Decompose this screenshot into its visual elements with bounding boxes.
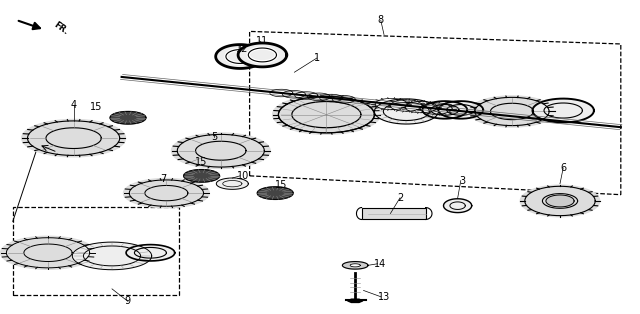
Polygon shape — [350, 264, 360, 267]
Bar — [362, 208, 426, 219]
Text: 15: 15 — [275, 180, 287, 190]
Polygon shape — [22, 120, 125, 157]
Polygon shape — [172, 133, 270, 168]
Polygon shape — [532, 99, 594, 122]
Text: 10: 10 — [237, 171, 249, 181]
Text: 15: 15 — [195, 157, 207, 167]
Polygon shape — [348, 299, 363, 302]
Polygon shape — [72, 242, 152, 270]
Text: 11: 11 — [256, 36, 268, 46]
Polygon shape — [216, 178, 248, 189]
Text: 7: 7 — [160, 174, 166, 184]
Polygon shape — [216, 45, 264, 68]
Text: 13: 13 — [378, 292, 390, 302]
Polygon shape — [1, 236, 95, 269]
Text: 5: 5 — [211, 132, 218, 142]
Polygon shape — [469, 96, 555, 127]
Text: FR.: FR. — [52, 20, 70, 36]
Text: 8: 8 — [378, 15, 384, 25]
Polygon shape — [278, 96, 374, 133]
Polygon shape — [257, 187, 293, 199]
Text: 15: 15 — [90, 102, 102, 112]
Polygon shape — [273, 95, 380, 134]
Polygon shape — [374, 99, 438, 124]
Polygon shape — [520, 185, 600, 217]
Polygon shape — [546, 195, 574, 207]
Text: 3: 3 — [460, 176, 466, 186]
Polygon shape — [110, 111, 146, 124]
Text: 2: 2 — [397, 193, 403, 203]
Polygon shape — [184, 170, 220, 182]
Polygon shape — [238, 43, 287, 67]
Polygon shape — [126, 245, 175, 261]
Polygon shape — [444, 199, 472, 213]
Polygon shape — [124, 179, 209, 208]
Text: 1: 1 — [314, 53, 320, 63]
Text: 4: 4 — [70, 100, 77, 110]
Polygon shape — [438, 101, 483, 119]
Text: 14: 14 — [374, 259, 387, 269]
Polygon shape — [342, 262, 368, 269]
Polygon shape — [422, 101, 467, 119]
Text: 6: 6 — [560, 163, 566, 173]
Text: 9: 9 — [125, 296, 131, 306]
Text: 12: 12 — [236, 44, 248, 54]
